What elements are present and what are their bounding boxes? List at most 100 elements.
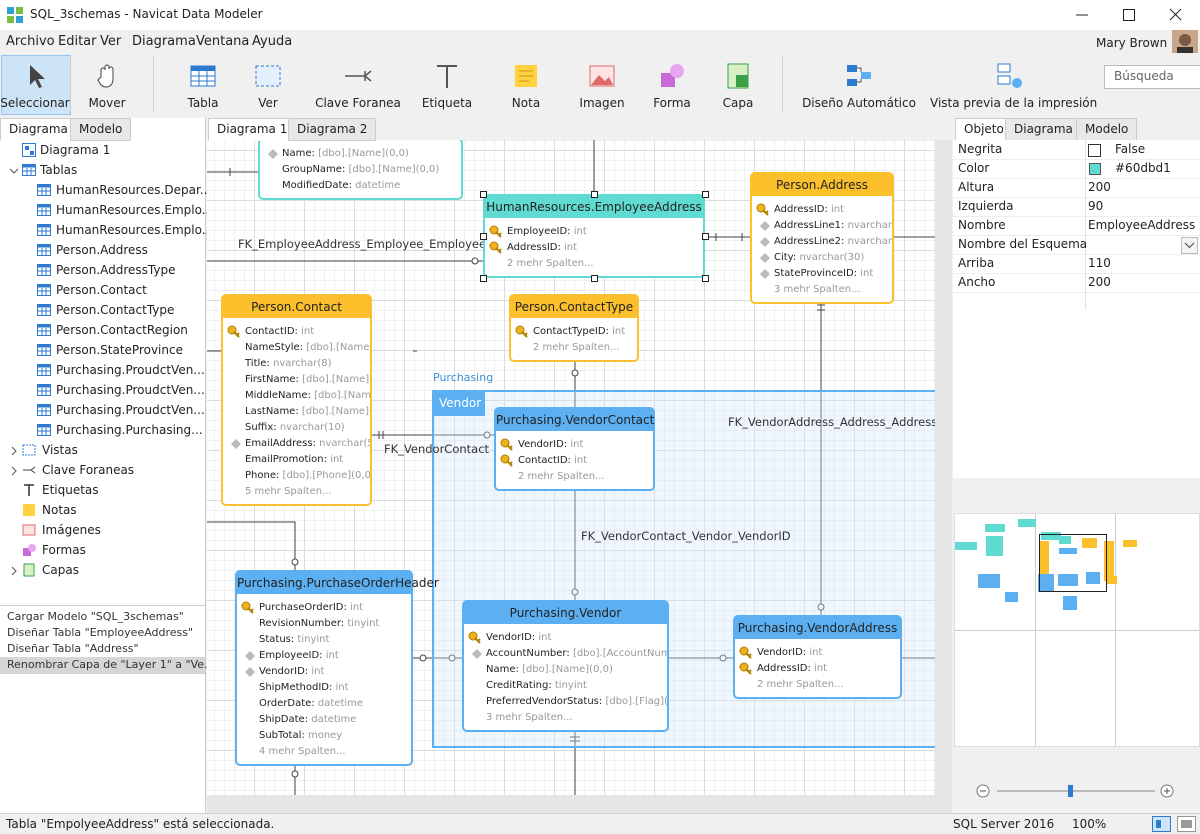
tree-item[interactable]: Tablas — [40, 163, 78, 177]
table[interactable]: Purchasing.VendorAddress VendorID: int Add… — [733, 615, 902, 699]
tool-button[interactable]: Vista previa de la impresión — [930, 96, 1098, 110]
panel-tab[interactable]: Diagrama — [1005, 118, 1082, 141]
field-type: [dbo].[Name](0,0) — [318, 148, 409, 159]
property-value[interactable]: 110 — [1088, 256, 1111, 270]
tree-item[interactable]: Person.Address — [56, 243, 148, 257]
table[interactable]: Name: [dbo].[Name](0,0) GroupName: [dbo].… — [258, 140, 463, 200]
property-name[interactable]: Altura — [958, 180, 995, 194]
selection-handle[interactable] — [591, 275, 598, 282]
h-scrollbar[interactable] — [207, 795, 935, 813]
table[interactable]: Purchasing.VendorContact VendorID: int Con… — [494, 407, 655, 491]
tool-icon — [844, 61, 874, 94]
tree-item[interactable]: Notas — [42, 503, 77, 517]
tool-button[interactable]: Nota — [511, 96, 541, 110]
tree-item[interactable]: Imágenes — [42, 523, 101, 537]
panel-tab[interactable]: Modelo — [1076, 118, 1138, 141]
selection-handle[interactable] — [480, 275, 487, 282]
layer-tab[interactable]: Vendor — [432, 390, 485, 416]
menu-item[interactable]: Editar — [58, 34, 97, 49]
relation-label[interactable]: FK_EmployeeAddress_Employee_EmployeeID — [238, 237, 499, 251]
tree-item[interactable]: Person.Contact — [56, 283, 147, 297]
selection-handle[interactable] — [702, 275, 709, 282]
property-value[interactable]: EmployeeAddress — [1088, 218, 1196, 232]
tool-button[interactable]: Capa — [722, 96, 754, 110]
tree-item[interactable]: Purchasing.ProudctVen... — [56, 383, 205, 397]
panel-tab[interactable]: Modelo — [70, 118, 132, 141]
tree-item[interactable]: Person.AddressType — [56, 263, 176, 277]
history-item[interactable]: Diseñar Tabla "EmployeeAddress" — [7, 626, 194, 639]
table[interactable]: Purchasing.Vendor VendorID: int AccountNum… — [462, 600, 669, 732]
property-name[interactable]: Negrita — [958, 142, 1003, 156]
tree-item[interactable]: Person.StateProvince — [56, 343, 183, 357]
selected-tool — [1, 55, 71, 115]
table[interactable]: Person.Address AddressID: int AddressLine1… — [750, 172, 894, 304]
tree-item[interactable]: Capas — [42, 563, 79, 577]
property-name[interactable]: Izquierda — [958, 199, 1014, 213]
menu-item[interactable]: Ventana — [196, 34, 250, 49]
tree-item[interactable]: Diagrama 1 — [40, 143, 111, 157]
diagram-canvas[interactable]: Purchasing Vendor FK_EmployeeAddress_Emplo… — [207, 140, 935, 795]
property-name[interactable]: Nombre — [958, 218, 1006, 232]
window-controls[interactable] — [1060, 0, 1200, 30]
history-item[interactable]: Diseñar Tabla "Address" — [7, 642, 139, 655]
property-name[interactable]: Nombre del Esquema — [958, 237, 1088, 251]
property-name[interactable]: Color — [958, 161, 990, 175]
panel-tab[interactable]: Diagrama — [0, 118, 77, 141]
tree-item[interactable]: Vistas — [42, 443, 78, 457]
tree-item[interactable]: HumanResources.Emplo... — [56, 203, 214, 217]
tool-button[interactable]: Mover — [88, 96, 126, 110]
table[interactable]: Person.Contact ContactID: int NameStyle: [… — [221, 294, 372, 506]
tree-item[interactable]: Person.ContactType — [56, 303, 175, 317]
tree-item[interactable]: Purchasing.ProudctVen... — [56, 363, 205, 377]
relation-label[interactable]: FK_VendorContact — [384, 442, 490, 456]
selection-handle[interactable] — [480, 191, 487, 198]
relation-label[interactable]: FK_VendorContact_Vendor_VendorID — [581, 529, 791, 543]
tree-item[interactable]: Clave Foraneas — [42, 463, 135, 477]
property-name[interactable]: Arriba — [958, 256, 995, 270]
tree-item[interactable]: Purchasing.ProudctVen... — [56, 403, 205, 417]
selection-handle[interactable] — [480, 233, 487, 240]
selection-handle[interactable] — [702, 191, 709, 198]
tool-button[interactable]: Clave Foranea — [315, 96, 401, 110]
v-scrollbar[interactable] — [935, 140, 952, 813]
property-value[interactable]: 90 — [1088, 199, 1104, 213]
selection-handle[interactable] — [591, 191, 598, 198]
menu-item[interactable]: Ver — [100, 34, 122, 49]
tree-item[interactable]: Purchasing.Purchasing... — [56, 423, 203, 437]
table[interactable]: Person.ContactType ContactTypeID: int 2 me… — [509, 294, 639, 362]
diagram-tab[interactable]: Diagrama 1 — [208, 118, 297, 141]
table[interactable]: Purchasing.PurchaseOrderHeader PurchaseOr… — [235, 570, 439, 766]
table[interactable]: HumanResources.EmployeeAddress EmployeeID… — [483, 194, 705, 278]
property-name[interactable]: Ancho — [958, 275, 996, 289]
property-value[interactable]: False — [1115, 142, 1146, 156]
menu-item[interactable]: Ayuda — [252, 34, 293, 49]
tool-button[interactable]: Tabla — [187, 96, 219, 110]
tree-item[interactable]: Formas — [42, 543, 86, 557]
table-field: VendorID: int — [496, 437, 653, 453]
tool-button[interactable]: Forma — [653, 96, 691, 110]
menu-item[interactable]: Archivo — [6, 34, 55, 49]
minimap[interactable] — [954, 513, 1200, 747]
history-item[interactable]: Renombrar Capa de "Layer 1" a "Ve... — [7, 658, 215, 671]
tool-button[interactable]: Etiqueta — [421, 96, 473, 110]
tree-item[interactable]: Etiquetas — [42, 483, 99, 497]
property-value[interactable]: 200 — [1088, 275, 1111, 289]
tool-button[interactable]: Imagen — [579, 96, 625, 110]
tool-button[interactable]: Seleccionar — [0, 96, 70, 110]
search-box[interactable]: Búsqueda — [1104, 65, 1200, 89]
tool-button[interactable]: Diseño Automático — [802, 96, 916, 110]
relation-label[interactable]: FK_VendorAddress_Address_AddressID — [728, 415, 935, 429]
menu-item[interactable]: Diagrama — [132, 34, 196, 49]
tree-item[interactable]: Person.ContactRegion — [56, 323, 188, 337]
property-value[interactable]: #60dbd1 — [1115, 161, 1171, 175]
history-item[interactable]: Cargar Modelo "SQL_3schemas" — [7, 610, 184, 623]
tree-item[interactable]: HumanResources.Depar... — [56, 183, 212, 197]
selection-handle[interactable] — [702, 233, 709, 240]
tree-item[interactable]: HumanResources.Emplo... — [56, 223, 214, 237]
checkbox[interactable] — [1088, 144, 1101, 157]
zoom-slider[interactable] — [975, 783, 1175, 799]
diagram-tab[interactable]: Diagrama 2 — [288, 118, 377, 141]
tool-button[interactable]: Ver — [258, 96, 278, 110]
property-value[interactable]: 200 — [1088, 180, 1111, 194]
